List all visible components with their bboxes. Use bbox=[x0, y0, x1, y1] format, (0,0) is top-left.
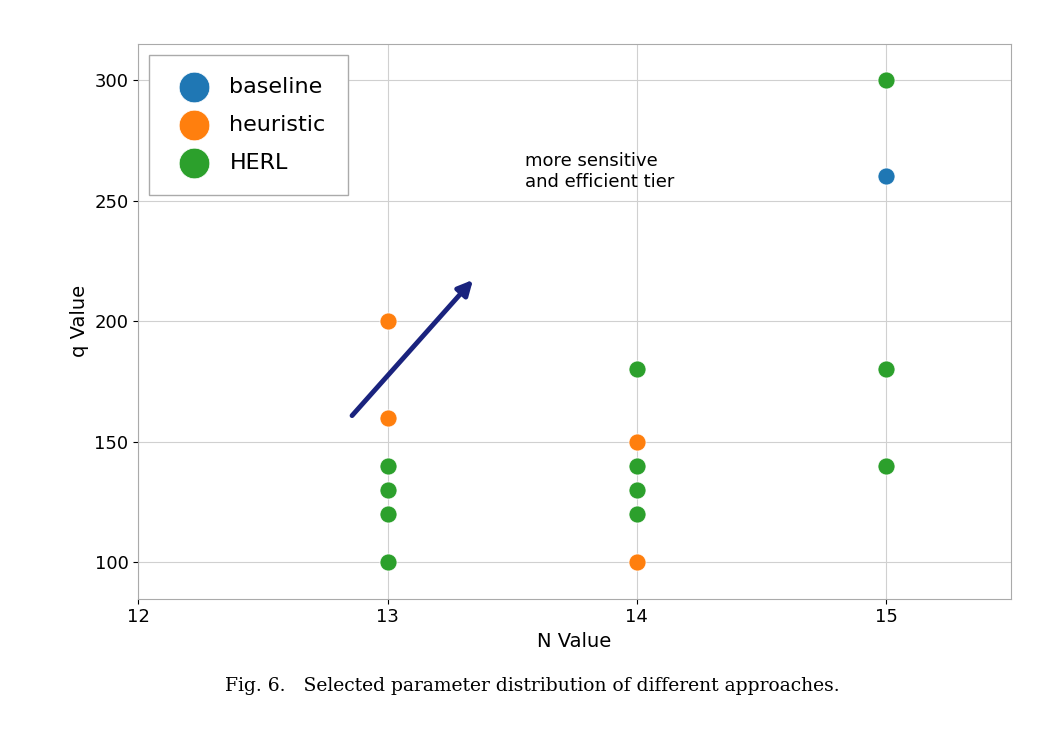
heuristic bbox=[379, 315, 396, 327]
heuristic bbox=[629, 436, 646, 447]
heuristic bbox=[379, 412, 396, 423]
HERL bbox=[878, 364, 895, 375]
baseline bbox=[878, 171, 895, 182]
HERL bbox=[878, 460, 895, 472]
Text: Fig. 6.   Selected parameter distribution of different approaches.: Fig. 6. Selected parameter distribution … bbox=[225, 677, 839, 695]
HERL bbox=[379, 508, 396, 520]
HERL bbox=[878, 74, 895, 86]
HERL bbox=[379, 460, 396, 472]
HERL bbox=[379, 556, 396, 568]
HERL bbox=[629, 508, 646, 520]
HERL bbox=[629, 460, 646, 472]
Y-axis label: q Value: q Value bbox=[70, 285, 88, 357]
HERL bbox=[629, 364, 646, 375]
X-axis label: N Value: N Value bbox=[537, 632, 612, 651]
HERL bbox=[379, 484, 396, 496]
Text: more sensitive
and efficient tier: more sensitive and efficient tier bbox=[525, 153, 675, 191]
heuristic bbox=[629, 556, 646, 568]
HERL bbox=[629, 484, 646, 496]
Legend: baseline, heuristic, HERL: baseline, heuristic, HERL bbox=[149, 55, 348, 195]
